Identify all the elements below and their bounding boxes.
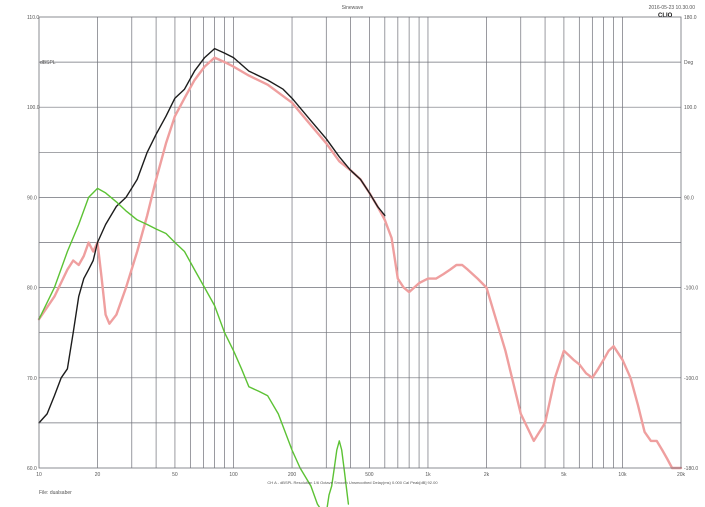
plot-frame <box>38 16 682 469</box>
right-axis-label: Deg <box>684 60 693 66</box>
tick-labels: 10 20 50 100 200 500 1k 2k 5k 10k 20k 110.0 100.0 90.… <box>27 15 698 478</box>
grid <box>39 17 681 468</box>
x-tick-label: 100 <box>229 472 238 478</box>
right-tick-label: 100.0 <box>684 105 697 111</box>
y-tick-label: 90.0 <box>27 195 37 201</box>
y-tick-label: 70.0 <box>27 376 37 382</box>
y-axis-label: dBSPL <box>40 60 56 66</box>
series-layer <box>37 47 683 507</box>
right-tick-label: 180.0 <box>684 15 697 21</box>
x-tick-label: 2k <box>484 472 490 478</box>
right-tick-label: -100.0 <box>684 376 698 382</box>
timestamp: 2016-05-23 10.30.00 <box>648 5 695 11</box>
red-trace <box>37 56 683 470</box>
x-tick-label: 200 <box>288 472 297 478</box>
x-tick-label: 5k <box>561 472 567 478</box>
measurement-settings: CH A - dBSPL Resolution 1/6 Octave Smoot… <box>267 480 438 485</box>
x-tick-label: 50 <box>172 472 178 478</box>
x-tick-label: 20k <box>677 472 686 478</box>
green-trace <box>38 187 350 507</box>
y-tick-label: 60.0 <box>27 466 37 472</box>
y-tick-label: 100.0 <box>27 105 40 111</box>
x-tick-label: 20 <box>95 472 101 478</box>
brand-logo: CLIO <box>658 13 673 19</box>
x-tick-label: 10k <box>618 472 627 478</box>
x-tick-label: 10 <box>36 472 42 478</box>
y-tick-label: 80.0 <box>27 286 37 292</box>
right-tick-label: -100.0 <box>684 286 698 292</box>
chart-title: Sinewave <box>341 5 364 11</box>
right-tick-label: 90.0 <box>684 195 694 201</box>
y-tick-label: 110.0 <box>27 15 39 21</box>
right-tick-label: -180.0 <box>684 466 698 472</box>
x-tick-label: 500 <box>365 472 374 478</box>
black-trace <box>38 47 386 424</box>
x-tick-label: 1k <box>425 472 431 478</box>
file-note: File: dualsaber <box>39 490 72 496</box>
